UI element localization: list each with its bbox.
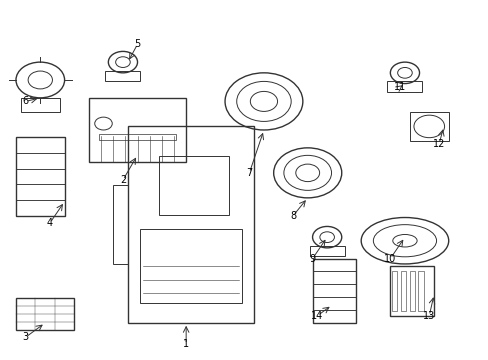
- Bar: [127, 126, 254, 323]
- Bar: [400, 271, 406, 311]
- Bar: [389, 266, 433, 316]
- Bar: [312, 258, 356, 323]
- Bar: [99, 135, 176, 140]
- Text: 13: 13: [422, 311, 434, 321]
- Bar: [21, 98, 60, 112]
- Text: 14: 14: [311, 311, 323, 321]
- Bar: [140, 229, 241, 303]
- Bar: [16, 184, 64, 200]
- Bar: [312, 271, 356, 284]
- Bar: [16, 137, 64, 216]
- Text: 7: 7: [246, 168, 252, 178]
- Bar: [312, 258, 356, 271]
- Text: 11: 11: [393, 82, 406, 92]
- Bar: [89, 98, 186, 162]
- Text: 2: 2: [120, 175, 126, 185]
- Bar: [105, 71, 140, 81]
- Text: 3: 3: [22, 332, 29, 342]
- Bar: [16, 200, 64, 216]
- Text: 10: 10: [384, 253, 396, 264]
- Bar: [409, 271, 414, 311]
- Bar: [312, 310, 356, 323]
- Bar: [409, 112, 448, 141]
- Bar: [16, 137, 64, 153]
- Bar: [309, 246, 344, 256]
- Text: 9: 9: [309, 253, 315, 264]
- Bar: [113, 185, 127, 264]
- Text: 1: 1: [183, 339, 189, 349]
- Bar: [312, 297, 356, 310]
- Bar: [418, 271, 423, 311]
- Bar: [16, 153, 64, 168]
- Bar: [386, 81, 422, 92]
- Text: 4: 4: [47, 218, 53, 228]
- Text: 6: 6: [22, 96, 29, 107]
- Bar: [312, 284, 356, 297]
- Bar: [16, 168, 64, 184]
- Text: 5: 5: [134, 39, 141, 49]
- Bar: [391, 271, 397, 311]
- Text: 8: 8: [289, 211, 296, 221]
- Bar: [159, 156, 228, 215]
- Text: 12: 12: [432, 139, 444, 149]
- Bar: [16, 298, 74, 330]
